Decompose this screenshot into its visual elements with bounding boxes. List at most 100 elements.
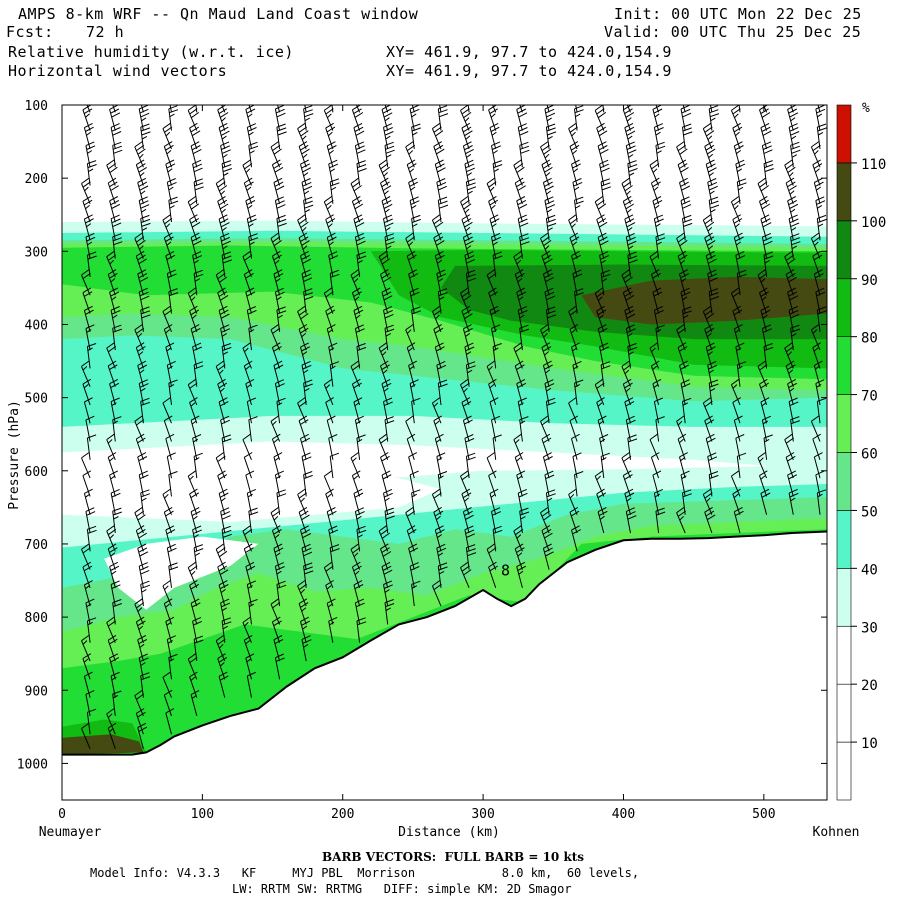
wind-barb <box>707 269 718 296</box>
wind-barb <box>406 525 417 552</box>
forecast-hour-label: Fcst: <box>6 23 54 41</box>
wind-barb <box>519 141 530 168</box>
wind-barb <box>655 416 665 442</box>
wind-barb <box>594 287 605 314</box>
wind-barb <box>218 305 230 332</box>
wind-barb <box>655 324 665 351</box>
wind-barb <box>163 141 174 168</box>
wind-barb <box>354 415 365 442</box>
wind-barb <box>243 452 253 479</box>
wind-barb <box>785 177 797 204</box>
wind-barb <box>215 452 226 479</box>
wind-barb <box>406 433 416 460</box>
init-time: Init: 00 UTC Mon 22 Dec 25 <box>614 5 862 23</box>
wind-barb <box>378 250 390 278</box>
wind-barb <box>514 177 526 204</box>
wind-barb <box>810 324 821 351</box>
wind-barb <box>163 415 173 442</box>
wind-barb <box>271 159 284 186</box>
wind-barb <box>677 433 687 460</box>
wind-barb <box>245 653 255 680</box>
wind-barb <box>378 525 390 552</box>
wind-barb <box>405 415 415 442</box>
wind-barb <box>248 141 259 168</box>
wind-barb <box>492 160 503 186</box>
wind-barb <box>571 433 580 460</box>
wind-barb <box>81 177 91 204</box>
field-rh-xy: XY= 461.9, 97.7 to 424.0,154.9 <box>386 43 672 61</box>
wind-barb <box>491 232 501 259</box>
wind-barb <box>810 141 821 168</box>
wind-barb <box>653 488 664 515</box>
wind-barb <box>594 378 605 406</box>
y-tick-label: 400 <box>25 318 48 333</box>
wind-barb <box>166 452 176 479</box>
wind-barb <box>356 434 366 460</box>
wind-barb <box>433 232 445 259</box>
wind-barb <box>491 507 501 534</box>
wind-barb <box>815 287 826 314</box>
field-rh-label: Relative humidity (w.r.t. ice) <box>8 43 294 61</box>
wind-barb <box>519 105 523 113</box>
wind-barb <box>165 342 175 369</box>
wind-barb <box>409 196 420 223</box>
wind-barb <box>270 232 282 259</box>
wind-barb <box>134 415 145 442</box>
wind-barb <box>655 507 666 534</box>
wind-barb <box>733 324 743 351</box>
wind-barb <box>110 397 120 424</box>
colorbar-swatch <box>836 741 852 801</box>
wind-barb <box>708 471 719 497</box>
wind-barb <box>83 214 94 241</box>
wind-barb <box>760 122 772 150</box>
wind-barb <box>596 397 605 424</box>
wind-barb <box>810 232 821 259</box>
wind-barb <box>81 722 91 749</box>
wind-barb <box>218 397 229 424</box>
wind-barb <box>135 159 147 186</box>
wind-barb <box>217 470 228 497</box>
wind-barb <box>325 397 334 424</box>
wind-barb <box>246 580 256 607</box>
wind-barb <box>785 360 796 387</box>
wind-barb <box>622 378 633 406</box>
wind-barb <box>162 580 172 607</box>
wind-barb <box>384 507 395 534</box>
wind-barb <box>707 452 718 479</box>
rh-band-70-80-low <box>62 529 827 755</box>
wind-barb <box>730 287 741 314</box>
wind-barb <box>85 507 96 534</box>
wind-barb <box>107 722 117 749</box>
wind-barb <box>784 342 795 369</box>
wind-barb <box>757 452 768 479</box>
wind-barb <box>540 415 550 442</box>
wind-barb <box>325 214 336 241</box>
wind-barb <box>217 287 229 314</box>
wind-barb <box>107 269 118 296</box>
wind-barb <box>431 397 442 424</box>
wind-barb <box>190 507 201 534</box>
wind-barb <box>517 306 528 332</box>
wind-barb <box>708 196 720 223</box>
wind-barb <box>816 397 827 424</box>
wind-barb <box>328 342 338 369</box>
wind-barb <box>575 105 578 113</box>
wind-barb <box>788 488 799 515</box>
wind-barb <box>82 653 92 680</box>
wind-barb <box>757 360 768 387</box>
wind-barb <box>85 598 95 625</box>
wind-barb <box>353 580 364 607</box>
wind-barb <box>274 287 285 314</box>
wind-barb <box>243 543 254 570</box>
wind-barb <box>652 287 663 314</box>
wind-barb <box>679 360 689 387</box>
wind-barb <box>810 415 821 442</box>
wind-barb <box>489 122 500 150</box>
wind-barb <box>542 452 553 479</box>
wind-barb <box>597 141 609 168</box>
wind-barb <box>542 177 554 204</box>
wind-barb <box>190 141 202 168</box>
wind-barb <box>215 177 228 204</box>
wind-barb <box>189 580 200 607</box>
x-tick-label: 200 <box>331 807 354 822</box>
